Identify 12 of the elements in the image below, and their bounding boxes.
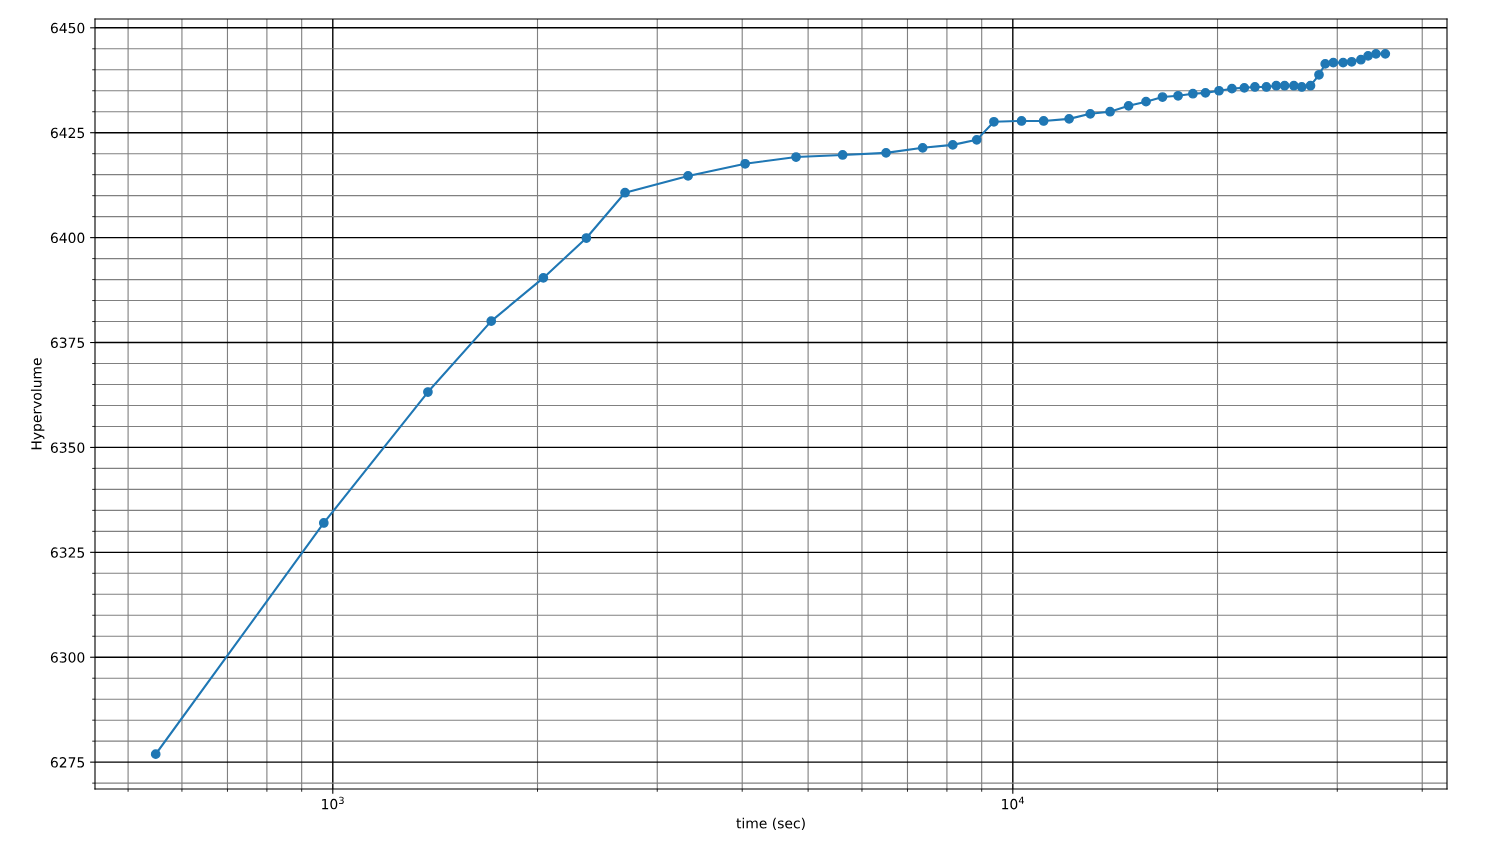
x-tick-label: 10$^{4}$ bbox=[1002, 796, 1025, 810]
x-axis-title: time (sec) bbox=[736, 817, 805, 831]
x-tick-label: 10$^{3}$ bbox=[322, 796, 344, 810]
y-tick-label: 6400 bbox=[50, 232, 85, 244]
y-tick-label: 6300 bbox=[50, 652, 85, 663]
y-tick-label: 6350 bbox=[50, 442, 85, 453]
y-tick-label: 6375 bbox=[50, 337, 85, 348]
y-tick-label: 6275 bbox=[50, 757, 85, 768]
y-tick-label: 6450 bbox=[50, 22, 85, 34]
y-axis-title: Hypervolume bbox=[30, 358, 45, 450]
y-tick-label: 6425 bbox=[50, 127, 85, 139]
y-tick-label: 6325 bbox=[50, 547, 85, 558]
